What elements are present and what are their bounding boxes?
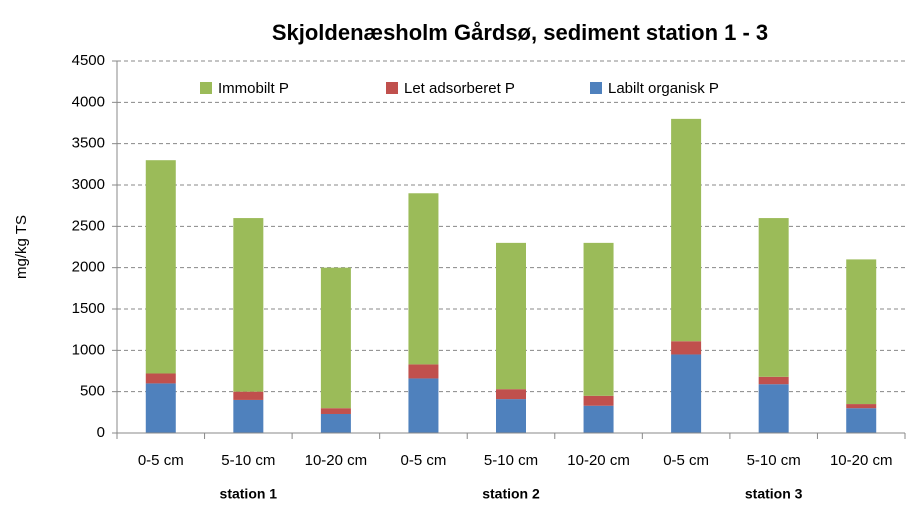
bar-segment xyxy=(496,242,526,390)
y-tick-label: 2000 xyxy=(72,259,105,276)
x-tick-label: 5-10 cm xyxy=(484,452,538,469)
y-tick-label: 0 xyxy=(97,424,105,441)
x-tick-label: 5-10 cm xyxy=(221,452,275,469)
group-label: station 1 xyxy=(220,486,278,502)
bar-segment xyxy=(408,193,439,365)
legend-label: Labilt organisk P xyxy=(608,80,719,97)
bar-segment xyxy=(583,242,614,396)
bar-segment xyxy=(320,267,351,409)
bar-segment xyxy=(671,118,702,342)
bar-segment xyxy=(145,383,176,433)
x-tick-label: 0-5 cm xyxy=(663,452,709,469)
y-tick-label: 1000 xyxy=(72,341,105,358)
bar-segment xyxy=(583,405,614,433)
bar-segment xyxy=(846,259,877,405)
bar-segment xyxy=(846,408,877,433)
x-tick-label: 0-5 cm xyxy=(401,452,447,469)
chart-title: Skjoldenæsholm Gårdsø, sediment station … xyxy=(272,20,768,45)
bar-segment xyxy=(145,373,176,384)
x-tick-label: 10-20 cm xyxy=(567,452,630,469)
bar-segment xyxy=(145,160,176,374)
legend-swatch xyxy=(200,82,212,94)
bar-segment xyxy=(496,389,526,400)
legend-swatch xyxy=(386,82,398,94)
x-tick-label: 10-20 cm xyxy=(305,452,368,469)
x-tick-label: 10-20 cm xyxy=(830,452,893,469)
y-axis-label: mg/kg TS xyxy=(13,215,30,279)
legend-label: Let adsorberet P xyxy=(404,80,515,97)
bar-segment xyxy=(583,395,614,406)
bar-segment xyxy=(233,391,264,400)
bar-segment xyxy=(320,413,351,433)
bar-segment xyxy=(320,408,351,414)
y-tick-label: 3000 xyxy=(72,176,105,193)
y-tick-label: 500 xyxy=(80,383,105,400)
bar-segment xyxy=(758,376,789,385)
bar-segment xyxy=(408,364,439,379)
bar-segment xyxy=(758,218,789,377)
bar-segment xyxy=(671,341,702,355)
y-tick-label: 3500 xyxy=(72,135,105,152)
y-tick-label: 4000 xyxy=(72,93,105,110)
y-tick-label: 2500 xyxy=(72,217,105,234)
group-label: station 3 xyxy=(745,486,803,502)
x-tick-label: 5-10 cm xyxy=(747,452,801,469)
bar-segment xyxy=(846,404,877,409)
bar-segment xyxy=(233,218,264,392)
x-tick-label: 0-5 cm xyxy=(138,452,184,469)
bar-segment xyxy=(758,384,789,433)
group-label: station 2 xyxy=(482,486,540,502)
bar-segment xyxy=(408,378,439,433)
legend-swatch xyxy=(590,82,602,94)
y-tick-label: 1500 xyxy=(72,300,105,317)
bar-segment xyxy=(233,399,264,433)
legend-label: Immobilt P xyxy=(218,80,289,97)
bar-segment xyxy=(671,354,702,433)
bar-segment xyxy=(496,399,526,433)
y-tick-label: 4500 xyxy=(72,52,105,69)
